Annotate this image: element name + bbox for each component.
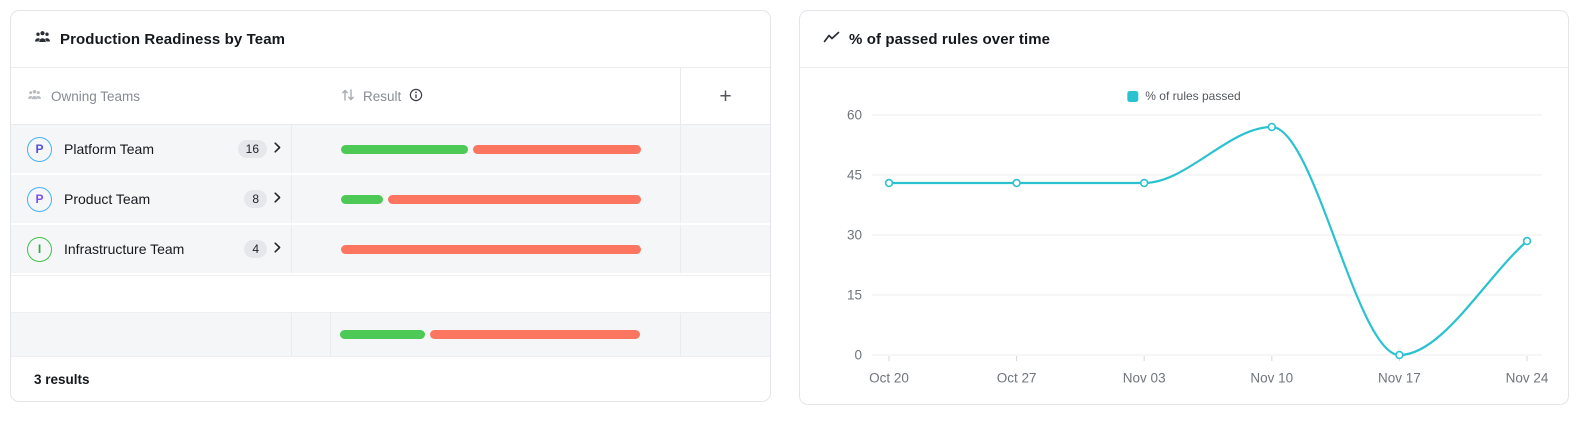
add-column-cell: +: [680, 68, 770, 124]
owning-teams-label: Owning Teams: [51, 88, 141, 104]
team-icon: [34, 30, 51, 49]
y-tick-label: 60: [847, 108, 862, 123]
team-avatar: P: [27, 136, 52, 162]
table-footer: 3 results: [11, 357, 770, 401]
owning-teams-column-header[interactable]: Owning Teams: [11, 68, 292, 124]
x-tick-label: Oct 27: [997, 371, 1037, 386]
team-avatar: P: [27, 186, 52, 212]
data-point-marker: [1140, 178, 1149, 188]
row-passed-bar: [341, 144, 468, 154]
row-add-cell: [680, 225, 770, 273]
row-bar-track: [341, 244, 641, 254]
legend-label: % of rules passed: [1145, 89, 1241, 103]
team-cell[interactable]: P Product Team 8: [11, 175, 292, 223]
row-add-cell: [680, 125, 770, 173]
row-add-cell: [680, 175, 770, 223]
line-chart: 0 15 30 45 60 Oct 20 Oct 27 Nov 03 Nov 10 Nov 17 N…: [847, 108, 1549, 386]
team-cell[interactable]: I Infrastructure Team 4: [11, 225, 292, 273]
summary-empty-cell: [11, 313, 292, 356]
y-tick-label: 0: [854, 348, 862, 363]
team-cell[interactable]: P Platform Team 16: [11, 125, 292, 173]
result-label: Result: [363, 88, 402, 104]
x-tick-label: Nov 24: [1506, 371, 1549, 386]
summary-bar-track: [340, 330, 640, 339]
data-point-marker: [1395, 350, 1404, 360]
rows-divider: [11, 275, 770, 276]
row-passed-bar: [341, 194, 383, 204]
x-tick-label: Nov 03: [1123, 371, 1166, 386]
card-title: Production Readiness by Team: [60, 30, 286, 48]
result-cell: [292, 125, 680, 173]
info-icon[interactable]: [409, 88, 423, 105]
data-point-marker: [884, 178, 894, 188]
table-row[interactable]: P Product Team 8: [11, 175, 770, 223]
card-header: % of passed rules over time: [800, 11, 1568, 68]
summary-row: [11, 312, 770, 357]
summary-failed-bar: [430, 330, 640, 339]
trend-line-icon: [823, 30, 840, 49]
x-tick-label: Nov 10: [1250, 371, 1293, 386]
rule-count-badge: 4: [244, 240, 267, 258]
series-line: [887, 125, 1529, 357]
row-failed-bar: [341, 244, 641, 254]
table-row[interactable]: I Infrastructure Team 4: [11, 225, 770, 273]
passed-rules-chart-card: % of passed rules over time % of rules p…: [799, 10, 1569, 405]
spacer-row: [11, 276, 770, 312]
summary-narrow-cell: [292, 313, 331, 356]
summary-result-cell: [331, 313, 680, 356]
table-row[interactable]: P Platform Team 16: [11, 125, 770, 173]
y-tick-label: 45: [847, 168, 862, 183]
data-point-marker: [1267, 122, 1276, 132]
row-failed-bar: [472, 144, 641, 154]
production-readiness-card: Production Readiness by Team Owning Team…: [10, 10, 771, 402]
team-avatar: I: [27, 236, 52, 262]
table-column-header: Owning Teams Result: [11, 68, 770, 125]
row-failed-bar: [388, 194, 641, 204]
results-count: 3 results: [34, 371, 90, 387]
legend-swatch: [1127, 90, 1139, 102]
sort-icon[interactable]: [341, 87, 355, 106]
team-icon-grey: [27, 89, 42, 104]
result-cell: [292, 225, 680, 273]
row-bar-track: [341, 144, 641, 154]
y-tick-label: 30: [847, 228, 862, 243]
row-bar-track: [341, 194, 641, 204]
add-column-button[interactable]: +: [719, 84, 732, 108]
table-rows: P Platform Team 16 P Product Team 8 I Infrastru…: [11, 125, 770, 273]
result-cell: [292, 175, 680, 223]
chart-body: % of rules passed 0 15 30 45 60 Oct 20 Oct 27 N…: [800, 68, 1568, 404]
card-header: Production Readiness by Team: [11, 11, 770, 68]
chevron-right-icon[interactable]: [274, 140, 281, 158]
team-name: Product Team: [64, 191, 151, 207]
card-title: % of passed rules over time: [849, 30, 1051, 48]
data-point-marker: [1522, 236, 1532, 246]
summary-add-cell: [680, 313, 770, 356]
data-point-marker: [1012, 178, 1021, 188]
rule-count-badge: 16: [237, 140, 267, 158]
result-column-header[interactable]: Result: [292, 68, 680, 124]
legend-item[interactable]: % of rules passed: [1127, 89, 1241, 103]
x-tick-label: Oct 20: [869, 371, 909, 386]
y-tick-label: 15: [847, 288, 862, 303]
team-name: Platform Team: [64, 141, 154, 157]
chevron-right-icon[interactable]: [274, 190, 281, 208]
team-name: Infrastructure Team: [64, 241, 185, 257]
chevron-right-icon[interactable]: [274, 240, 281, 258]
summary-passed-bar: [340, 330, 425, 339]
rule-count-badge: 8: [244, 190, 267, 208]
x-tick-label: Nov 17: [1378, 371, 1421, 386]
